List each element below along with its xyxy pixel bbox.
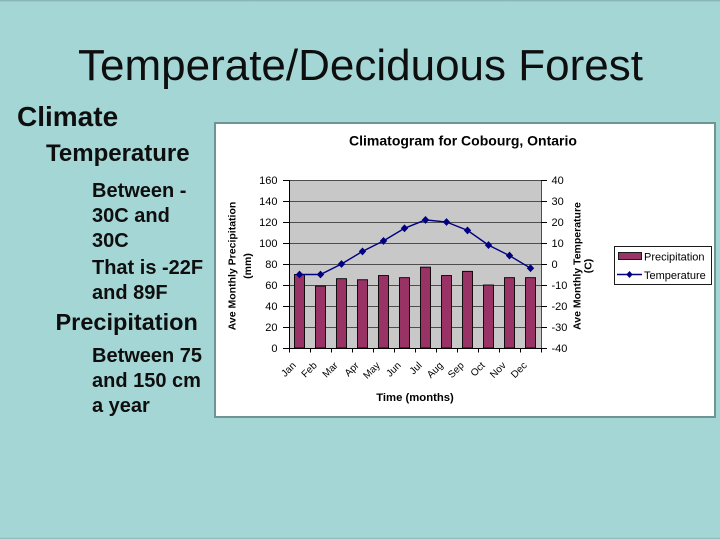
svg-text:-40: -40 <box>552 343 568 355</box>
svg-text:40: 40 <box>265 301 277 313</box>
svg-text:(mm): (mm) <box>242 253 254 279</box>
svg-text:20: 20 <box>265 322 277 334</box>
svg-text:80: 80 <box>265 259 277 271</box>
svg-text:Ave Monthly Temperature: Ave Monthly Temperature <box>572 202 584 330</box>
svg-text:30: 30 <box>552 196 564 208</box>
svg-text:140: 140 <box>259 196 277 208</box>
svg-text:160: 160 <box>259 175 277 187</box>
svg-text:20: 20 <box>552 217 564 229</box>
svg-text:40: 40 <box>552 175 564 187</box>
svg-text:0: 0 <box>552 259 558 271</box>
svg-text:Precipitation: Precipitation <box>644 252 705 264</box>
svg-text:-20: -20 <box>552 301 568 313</box>
svg-text:120: 120 <box>259 217 277 229</box>
svg-text:Time (months): Time (months) <box>376 392 454 404</box>
svg-text:Climatogram for Cobourg, Ontar: Climatogram for Cobourg, Ontario <box>349 133 577 149</box>
svg-text:-10: -10 <box>552 280 568 292</box>
svg-text:Ave Monthly Precipitation: Ave Monthly Precipitation <box>227 202 239 331</box>
svg-text:-30: -30 <box>552 322 568 334</box>
svg-text:100: 100 <box>259 238 277 250</box>
svg-text:0: 0 <box>271 343 277 355</box>
svg-text:Temperature: Temperature <box>644 270 706 282</box>
svg-text:(C): (C) <box>583 259 595 274</box>
svg-text:60: 60 <box>265 280 277 292</box>
svg-text:10: 10 <box>552 238 564 250</box>
